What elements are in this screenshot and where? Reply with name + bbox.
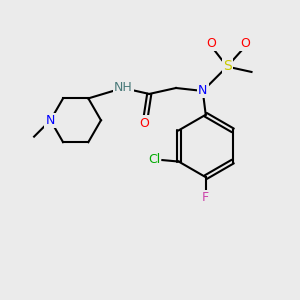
Text: F: F	[202, 191, 209, 205]
Text: NH: NH	[114, 81, 133, 94]
Text: N: N	[46, 114, 55, 127]
Text: O: O	[206, 37, 216, 50]
Text: S: S	[223, 59, 232, 73]
Text: O: O	[241, 37, 250, 50]
Text: N: N	[198, 84, 207, 97]
Text: Cl: Cl	[148, 153, 160, 166]
Text: O: O	[139, 117, 149, 130]
